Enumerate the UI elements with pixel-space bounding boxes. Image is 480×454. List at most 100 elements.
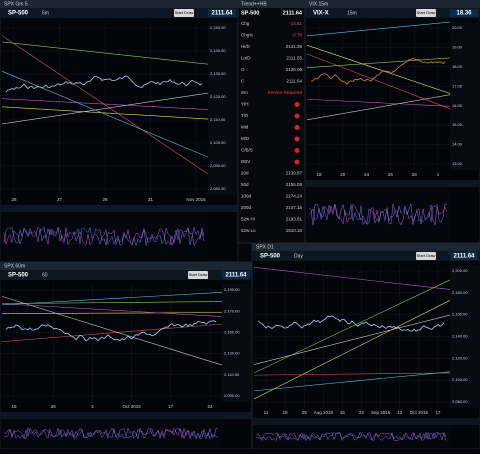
x-axis-label: 17 [435,410,441,415]
watchlist-price: 2111.64 [283,10,303,16]
y-axis-label: 2,080.00 [452,399,468,404]
x-axis-label: 24 [364,172,370,177]
trend-line [1,292,223,306]
draw-button-label[interactable]: Start Draw [417,10,436,15]
title-bar [252,243,480,251]
x-axis-label: 25 [302,410,308,415]
trend-line [1,106,209,120]
interval: Day [294,253,303,259]
x-axis-label: 17 [168,404,174,409]
indicator-bar [0,205,238,212]
watchlist [237,0,306,244]
symbol-bar [252,251,480,261]
trend-line [1,312,223,314]
row-value: 2111.64 [286,79,302,84]
price: 18.36 [456,11,472,17]
trend-line [306,94,451,121]
indicator-line [3,427,218,440]
status-dot [294,113,300,119]
symbol: VIX-X [313,11,329,17]
y-axis-label: 2,090.00 [210,163,226,168]
y-axis-label: 2,140.00 [452,334,468,339]
price: 2111.64 [453,254,475,260]
price-line [257,315,445,332]
interval: 15m [347,10,357,16]
row-value: 2174.24 [286,194,303,199]
row-label: 52w Lo [241,228,256,233]
status-dot [294,125,300,130]
trend-line [253,371,451,392]
price-line [5,75,203,93]
panel [251,242,480,450]
row-label: M/D [241,136,250,141]
row-label: C [241,79,245,84]
price: 2111.64 [211,11,233,17]
y-axis-label: 15.00 [452,122,463,127]
trend-line [1,301,223,304]
row-value: 2126.06 [286,67,303,72]
x-axis-label: 20 [340,172,346,177]
draw-button-label[interactable]: Start Draw [175,10,194,15]
trend-line [306,44,451,94]
indicator-area [254,426,450,447]
price-line [5,320,217,342]
y-axis-label: 2,180.00 [452,290,468,295]
interval: 60 [42,272,48,278]
row-label: 200d [241,205,252,210]
draw-button[interactable] [174,9,194,17]
y-axis-label: 2,110.00 [210,117,226,122]
axis-area [208,22,238,195]
draw-button[interactable] [416,9,436,17]
watchlist-title-bar [238,0,305,8]
y-axis-label: 20.00 [452,25,463,30]
status-dot [294,159,300,165]
x-axis-label: 1 [437,172,440,177]
draw-button[interactable] [188,271,208,279]
x-axis-label: 18 [316,172,322,177]
trend-line [1,70,209,158]
trend-line [1,92,209,125]
row-value: 2111.55 [286,56,302,61]
x-axis-label: 26 [51,404,57,409]
draw-button[interactable] [416,252,436,260]
axis-area [450,265,480,408]
indicator-bar [305,180,480,187]
status-dot [294,148,300,153]
status-dot [294,136,300,142]
row-label: Chg% [241,33,253,38]
draw-button-label[interactable]: Start Draw [189,272,208,277]
x-axis-label: 24 [207,404,213,409]
row-label: Chg [241,21,250,26]
y-axis-label: 2,130.00 [210,71,226,76]
row-value: 2193.81 [286,217,303,222]
price-box [208,9,236,17]
trend-line [253,279,451,374]
price: 2111.64 [225,273,247,279]
draw-button-label[interactable]: Start Draw [417,253,436,258]
indicator-line [3,227,205,247]
row-value: Service Required [267,90,302,95]
y-axis-label: 2,110.00 [224,372,240,377]
row-label: DBV [241,159,250,164]
trend-line [306,98,451,107]
row-label: Lo/D [241,56,251,61]
symbol: SP-500 [8,11,29,17]
y-axis-label: 16.00 [452,103,463,108]
y-axis-label: 2,150.00 [224,329,240,334]
row-label: 20d [241,171,249,176]
trend-line [253,314,451,365]
y-axis-label: 2,100.00 [210,140,226,145]
price-line [310,57,446,85]
trend-line [1,303,223,317]
row-value: 2131.36 [286,44,303,49]
trend-line [1,296,223,366]
title-bar [0,262,252,270]
y-axis-label: 2,120.00 [210,94,226,99]
trend-line [1,41,209,65]
y-axis-label: 2,190.00 [224,287,240,292]
x-axis-label: 12 [397,410,403,415]
row-label: O [241,67,245,72]
y-axis-label: 2,200.00 [452,268,468,273]
y-axis-label: 2,140.00 [210,48,226,53]
